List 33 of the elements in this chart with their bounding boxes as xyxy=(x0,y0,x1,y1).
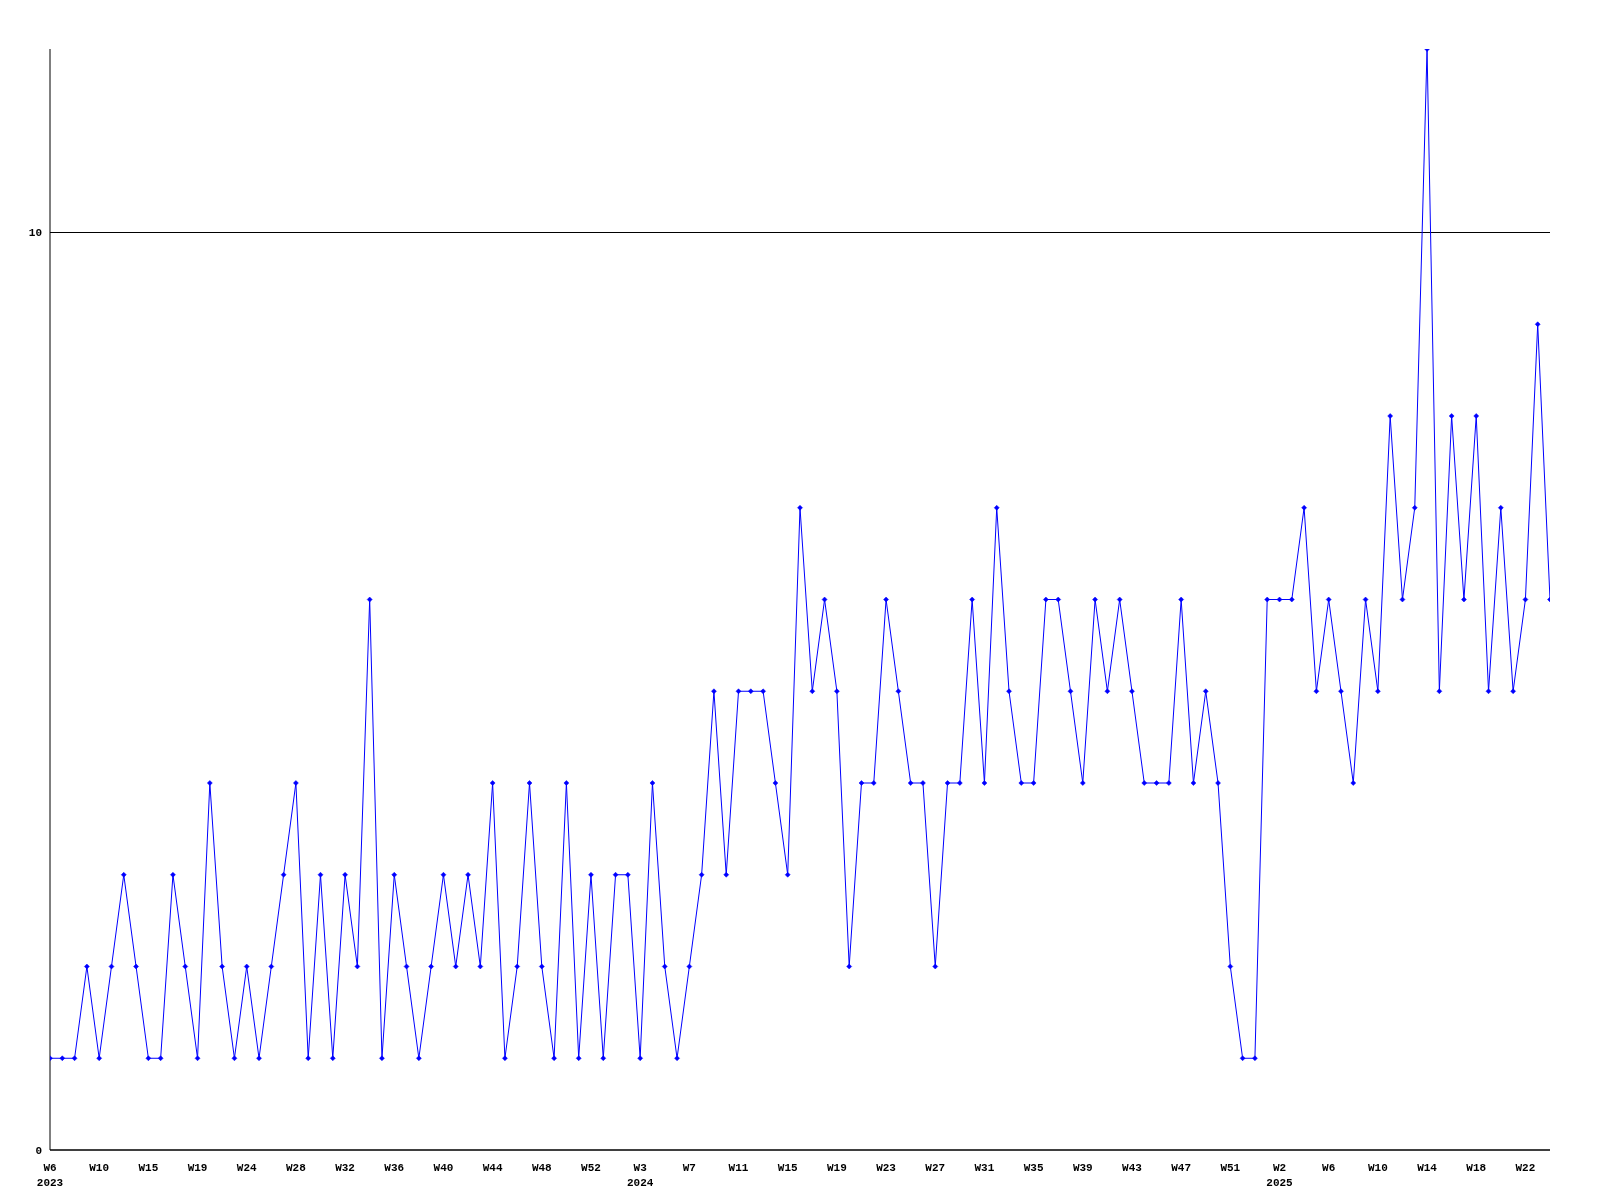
x-tick-label: W31 xyxy=(974,1162,995,1174)
x-tick-label: W14 xyxy=(1417,1162,1438,1174)
y-tick-label: 10 xyxy=(28,227,42,240)
x-tick-label: W32 xyxy=(335,1162,355,1174)
x-tick-label: W48 xyxy=(531,1162,553,1174)
x-tick-label: W6 2023 xyxy=(36,1162,64,1189)
x-tick-label: W39 xyxy=(1072,1162,1093,1174)
x-tick-label: W27 xyxy=(925,1162,946,1174)
x-tick-label: W15 xyxy=(138,1162,159,1174)
x-tick-label: W18 xyxy=(1466,1162,1487,1174)
x-tick-label: W22 xyxy=(1515,1162,1536,1174)
x-tick-label: W19 xyxy=(187,1162,208,1174)
x-tick-label: W51 xyxy=(1220,1162,1241,1174)
x-tick-label: W15 xyxy=(777,1162,798,1174)
x-tick-label: W47 xyxy=(1171,1162,1192,1174)
x-tick-label: W23 xyxy=(876,1162,897,1174)
x-tick-label: W52 xyxy=(581,1162,601,1174)
x-tick-label: W3 2024 xyxy=(626,1162,654,1189)
x-tick-label: W11 xyxy=(728,1162,749,1174)
x-tick-label: W28 xyxy=(286,1162,307,1174)
x-tick-label: W7 xyxy=(682,1162,696,1174)
y-tick-label: 0 xyxy=(35,1144,42,1157)
x-tick-label: W6 xyxy=(1322,1162,1336,1174)
x-tick-label: W10 xyxy=(89,1162,110,1174)
x-tick-label: W35 xyxy=(1023,1162,1044,1174)
x-tick-label: W44 xyxy=(482,1162,503,1174)
x-tick-label: W36 xyxy=(384,1162,405,1174)
x-tick-label: W24 xyxy=(236,1162,258,1174)
x-tick-label: W19 xyxy=(826,1162,847,1174)
x-tick-label: W2 2025 xyxy=(1266,1162,1294,1189)
x-tick-label: W43 xyxy=(1122,1162,1143,1174)
x-tick-label: W10 xyxy=(1367,1162,1388,1174)
x-tick-label: W40 xyxy=(433,1162,454,1174)
